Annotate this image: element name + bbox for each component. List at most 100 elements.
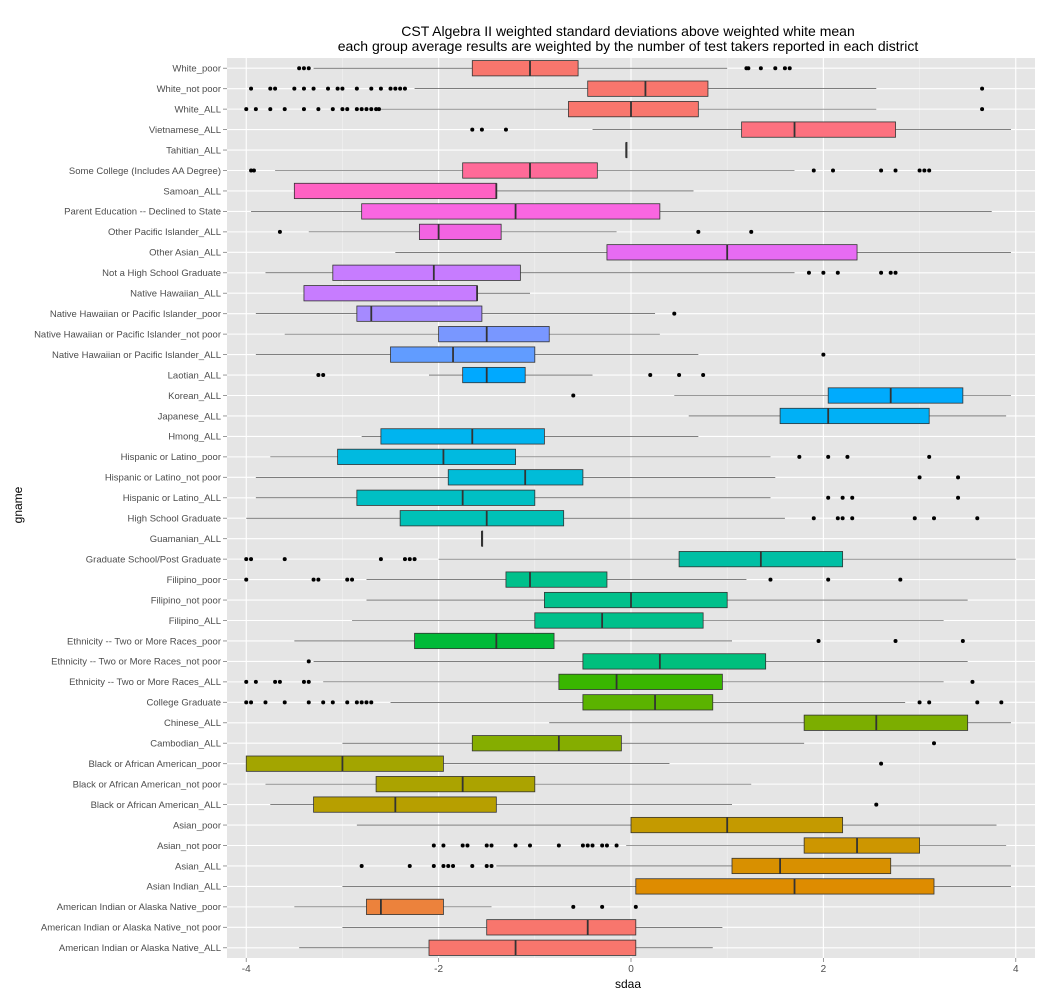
box xyxy=(293,182,497,200)
outlier-point xyxy=(821,270,826,275)
outlier-point xyxy=(479,127,484,132)
category-label: Ethnicity -- Two or More Races_poor xyxy=(67,636,221,647)
outlier-point xyxy=(369,86,374,91)
outlier-point xyxy=(811,516,816,521)
category-label: Native Hawaiian or Pacific Islander_poor xyxy=(50,309,221,320)
outlier-point xyxy=(268,86,273,91)
box-group xyxy=(549,714,1011,731)
outlier-point xyxy=(359,107,364,112)
outlier-point xyxy=(402,86,407,91)
outlier-point xyxy=(249,700,254,705)
outlier-point xyxy=(768,577,773,582)
outlier-point xyxy=(633,904,638,909)
chart-subtitle: each group average results are weighted … xyxy=(338,38,919,54)
x-tick-label: 2 xyxy=(821,964,827,975)
box xyxy=(741,121,896,138)
box-group xyxy=(366,591,968,609)
box-group xyxy=(342,919,723,936)
outlier-point xyxy=(484,843,489,848)
chart-title: CST Algebra II weighted standard deviati… xyxy=(401,23,854,39)
outlier-point xyxy=(888,270,893,275)
outlier-point xyxy=(840,516,845,521)
outlier-point xyxy=(301,86,306,91)
box-group xyxy=(244,101,985,118)
outlier-point xyxy=(330,107,335,112)
outlier-point xyxy=(927,168,932,173)
outlier-point xyxy=(244,557,249,562)
outlier-point xyxy=(956,475,961,480)
outlier-point xyxy=(701,373,706,378)
outlier-point xyxy=(600,843,605,848)
category-label: Asian_ALL xyxy=(175,861,221,872)
outlier-point xyxy=(374,107,379,112)
outlier-point xyxy=(999,700,1004,705)
box-group xyxy=(277,223,754,240)
outlier-point xyxy=(316,107,321,112)
box-group xyxy=(342,878,1011,895)
category-label: American Indian or Alaska Native_poor xyxy=(57,902,221,913)
category-label: Native Hawaiian_ALL xyxy=(130,289,221,300)
category-label: Hispanic or Latino_ALL xyxy=(123,493,221,504)
outlier-point xyxy=(835,516,840,521)
x-axis-title: sdaa xyxy=(615,977,641,991)
category-label: Filipino_poor xyxy=(167,575,221,586)
outlier-point xyxy=(917,168,922,173)
box-group xyxy=(293,182,694,200)
outlier-point xyxy=(301,66,306,71)
category-label: Black or African American_poor xyxy=(88,759,221,770)
category-label: College Graduate xyxy=(147,698,221,709)
outlier-point xyxy=(306,659,311,664)
outlier-point xyxy=(354,86,359,91)
outlier-point xyxy=(927,700,932,705)
box xyxy=(447,469,584,486)
outlier-point xyxy=(975,700,980,705)
outlier-point xyxy=(354,107,359,112)
x-tick-label: 0 xyxy=(628,964,634,975)
box-group xyxy=(303,285,530,302)
box xyxy=(803,837,920,854)
y-axis-title: gname xyxy=(11,486,25,523)
category-label: Asian_poor xyxy=(173,820,221,831)
outlier-point xyxy=(528,843,532,848)
box-group xyxy=(244,551,1016,568)
outlier-point xyxy=(282,107,287,112)
outlier-point xyxy=(893,168,898,173)
category-label: Samoan_ALL xyxy=(163,186,221,197)
outlier-point xyxy=(350,577,355,582)
outlier-point xyxy=(746,66,751,71)
box xyxy=(428,939,637,956)
box-series xyxy=(244,60,1016,956)
outlier-point xyxy=(388,86,393,91)
outlier-point xyxy=(369,107,374,112)
box xyxy=(582,694,714,711)
outlier-point xyxy=(821,352,826,357)
outlier-point xyxy=(249,86,254,91)
outlier-point xyxy=(273,86,278,91)
box-group xyxy=(356,816,997,834)
outlier-point xyxy=(835,270,840,275)
outlier-point xyxy=(806,270,811,275)
category-label: Black or African American_ALL xyxy=(91,800,221,811)
box xyxy=(399,510,565,527)
box xyxy=(803,714,969,731)
box xyxy=(779,407,930,425)
outlier-point xyxy=(407,557,412,562)
category-label: Hmong_ALL xyxy=(168,432,221,443)
outlier-point xyxy=(850,495,855,500)
outlier-point xyxy=(441,843,446,848)
box-group xyxy=(255,346,826,363)
outlier-point xyxy=(345,700,350,705)
category-label: Vietnamese_ALL xyxy=(149,125,221,136)
box xyxy=(635,878,935,895)
box-group xyxy=(299,939,713,956)
outlier-point xyxy=(402,557,407,562)
box-group xyxy=(571,387,1011,404)
outlier-point xyxy=(503,127,508,132)
outlier-point xyxy=(749,229,754,234)
outlier-point xyxy=(580,843,585,848)
box-group xyxy=(245,755,884,772)
box xyxy=(534,612,704,629)
outlier-point xyxy=(470,127,475,132)
box-group xyxy=(352,612,944,629)
